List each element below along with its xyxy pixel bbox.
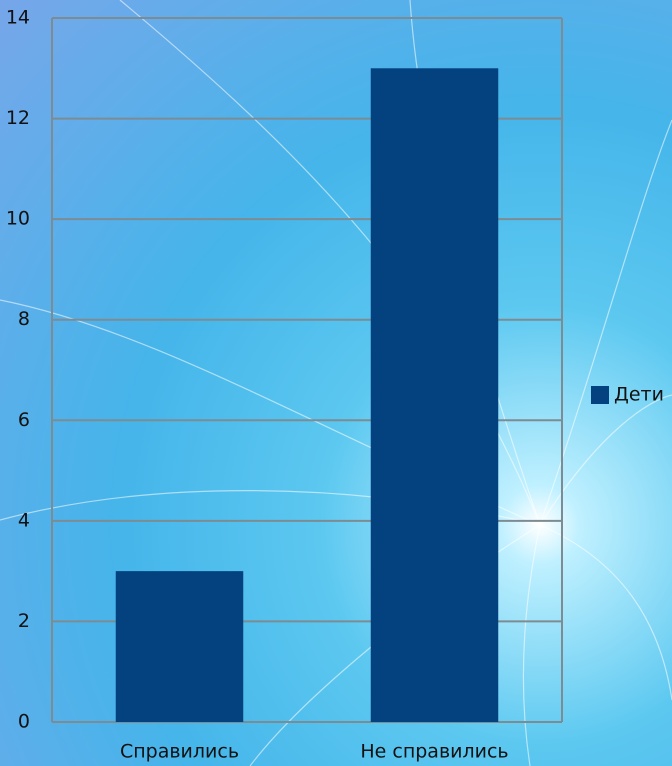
y-tick-label: 12 xyxy=(6,107,30,129)
y-tick-label: 8 xyxy=(18,308,30,330)
x-tick-label: Справились xyxy=(120,741,239,763)
x-tick-label: Не справились xyxy=(360,741,508,763)
y-tick-label: 14 xyxy=(6,7,30,29)
y-tick-label: 0 xyxy=(18,711,30,733)
legend-swatch xyxy=(591,386,609,404)
y-tick-label: 2 xyxy=(18,610,30,632)
bar xyxy=(115,571,244,722)
bar xyxy=(370,68,499,723)
y-tick-label: 10 xyxy=(6,208,30,230)
y-tick-label: 4 xyxy=(18,509,30,531)
y-tick-label: 6 xyxy=(18,409,30,431)
legend-label: Дети xyxy=(614,384,664,406)
